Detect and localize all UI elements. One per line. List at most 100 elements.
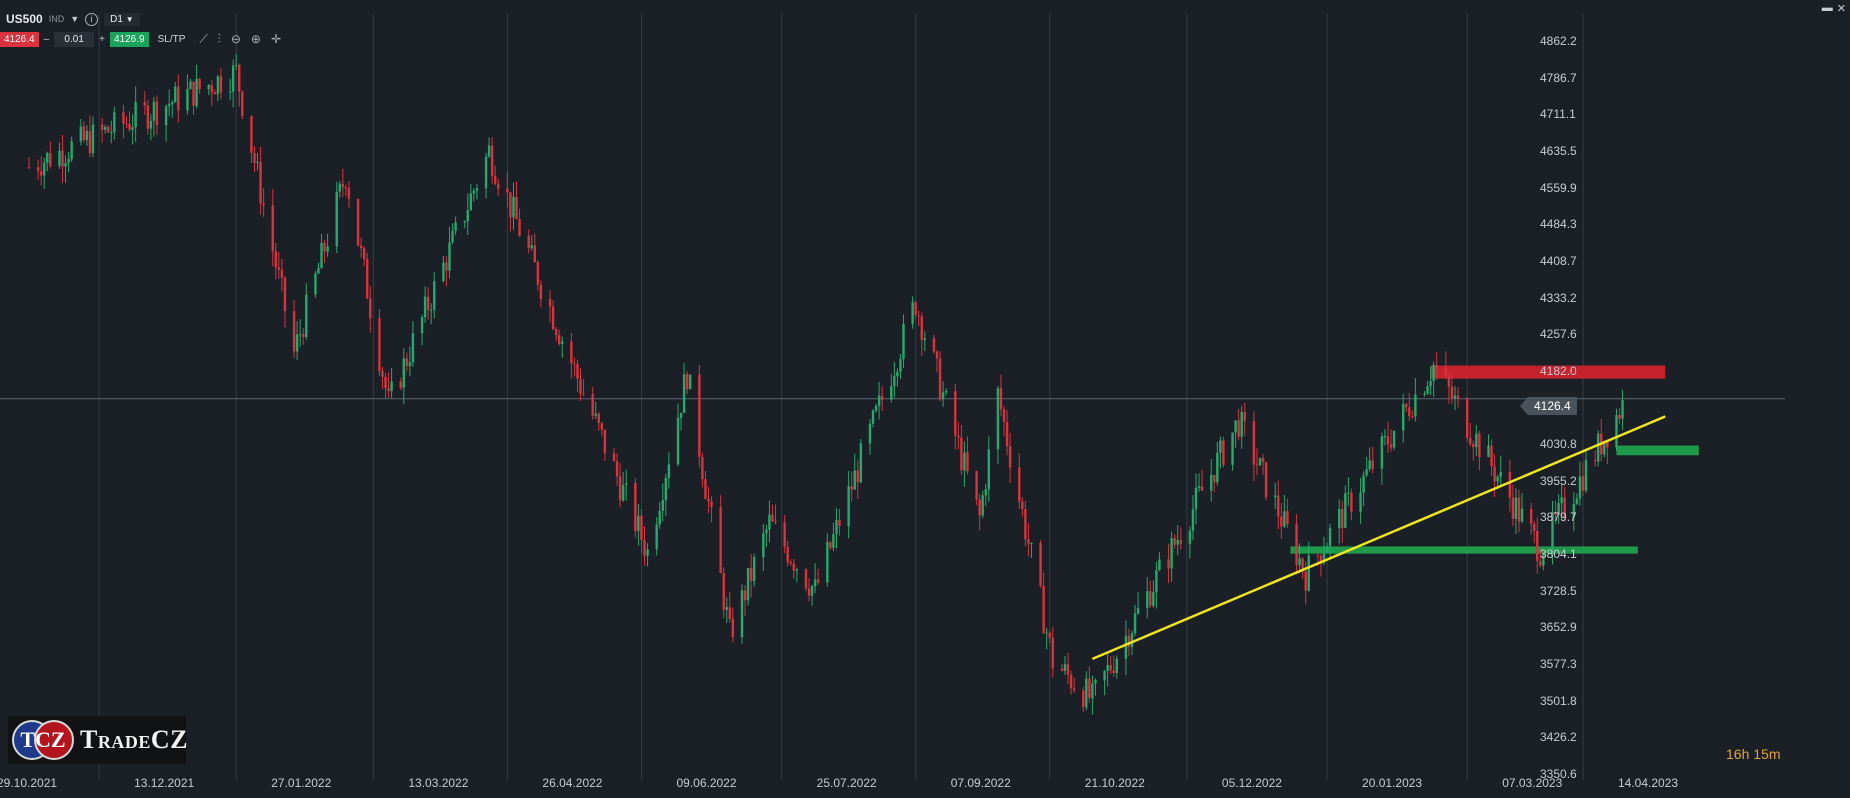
candle-body [110, 132, 113, 134]
candle-body [975, 471, 978, 500]
candle-body [1066, 664, 1070, 675]
candle-body [302, 334, 305, 337]
candle-body [573, 363, 576, 365]
candle-body [963, 452, 966, 471]
candle-body [1469, 437, 1472, 444]
candle-body [1048, 632, 1051, 638]
buy-button[interactable]: 4126.9 [110, 32, 149, 47]
candle-body [67, 159, 70, 163]
candle-body [1603, 440, 1606, 455]
candle-body [451, 230, 454, 243]
candle-body [1127, 635, 1131, 648]
candle-body [1319, 555, 1323, 563]
y-tick-label: 4635.5 [1540, 143, 1577, 158]
zoom-out-icon[interactable]: ⊖ [230, 32, 241, 46]
candle-body [1475, 433, 1478, 448]
candle-body [1539, 560, 1542, 566]
x-tick-label: 26.04.2022 [542, 776, 603, 790]
candle-body [1155, 570, 1158, 593]
candle-body [1511, 497, 1515, 519]
candle-body [1368, 460, 1371, 470]
candle-body [618, 476, 622, 501]
candle-body [832, 533, 835, 548]
candle-body [640, 515, 643, 540]
volume-increase-button[interactable]: + [99, 34, 105, 45]
x-tick-label: 25.07.2022 [816, 776, 877, 790]
candle-body [472, 190, 476, 194]
candle-body [1435, 365, 1438, 368]
candle-body [171, 102, 174, 105]
candle-body [746, 567, 750, 601]
candle-body [1280, 516, 1283, 527]
candle-body [262, 203, 265, 206]
candle-body [1411, 416, 1414, 418]
candle-body [813, 579, 817, 587]
candle-body [344, 187, 348, 189]
candle-body [1240, 411, 1243, 437]
candle-body [506, 188, 509, 193]
candle-body [1173, 538, 1176, 545]
candle-body [749, 567, 753, 581]
tradecz-logo: TCZ TradeCZ [8, 716, 187, 764]
symbol-label[interactable]: US500 [6, 12, 43, 26]
volume-input[interactable]: 0.01 [54, 32, 95, 47]
candle-body [1472, 443, 1475, 448]
candle-body [463, 221, 466, 223]
close-icon[interactable]: ✕ [1836, 3, 1846, 15]
candle-body [1234, 420, 1237, 433]
candle-body [1429, 381, 1432, 386]
candle-body [381, 370, 384, 377]
candle-body [707, 498, 710, 502]
candle-body [405, 358, 409, 366]
candle-body [1453, 395, 1457, 399]
candle-body [1414, 394, 1417, 417]
candle-body [469, 193, 473, 211]
candle-body [1167, 559, 1170, 569]
candle-body [752, 557, 756, 581]
candle-body [493, 175, 497, 184]
candle-body [1277, 495, 1280, 517]
candle-body [1112, 670, 1115, 674]
candle-body [1514, 497, 1518, 519]
candle-body [1533, 523, 1536, 531]
info-icon[interactable]: i [85, 12, 99, 26]
timeframe-selector[interactable]: D1 ▼ [104, 12, 140, 26]
candle-body [39, 171, 43, 176]
candle-body [1584, 460, 1588, 491]
sell-button[interactable]: 4126.4 [0, 32, 39, 47]
y-tick-label: 3652.9 [1540, 620, 1577, 635]
candle-body [1371, 460, 1374, 469]
candle-body [804, 569, 808, 589]
candle-body [49, 153, 52, 166]
candle-body [1091, 683, 1094, 698]
sltp-button[interactable]: SL/TP [157, 34, 186, 45]
candle-body [704, 479, 707, 499]
candle-body [1499, 472, 1502, 477]
logo-badge-text: TCZ [20, 727, 66, 752]
maximize-icon[interactable]: ▬ [1821, 2, 1833, 14]
zoom-in-icon[interactable]: ⊕ [250, 32, 261, 46]
line-chart-icon[interactable]: ⟋ [199, 32, 208, 46]
candle-body [1295, 524, 1298, 566]
candle-body [1255, 464, 1259, 466]
y-tick-label: 4559.9 [1540, 180, 1577, 195]
candle-body [868, 423, 872, 444]
support-zone [1290, 546, 1638, 554]
candle-body [512, 196, 515, 218]
candle-body [847, 486, 850, 527]
candle-body [241, 91, 244, 116]
candle-body [1021, 501, 1024, 510]
indicators-icon[interactable]: ⫶ [217, 32, 221, 46]
candle-body [816, 579, 820, 583]
crosshair-icon[interactable]: ✛ [270, 32, 281, 46]
candle-body [1386, 436, 1390, 445]
candle-body [1529, 508, 1533, 524]
candle-body [1027, 539, 1030, 544]
candle-body [1231, 432, 1234, 465]
candle-body [682, 374, 686, 413]
candle-body [61, 150, 64, 167]
volume-decrease-button[interactable]: – [43, 34, 50, 45]
y-tick-label: 4786.7 [1540, 70, 1577, 85]
chevron-down-icon[interactable]: ▼ [70, 14, 80, 24]
